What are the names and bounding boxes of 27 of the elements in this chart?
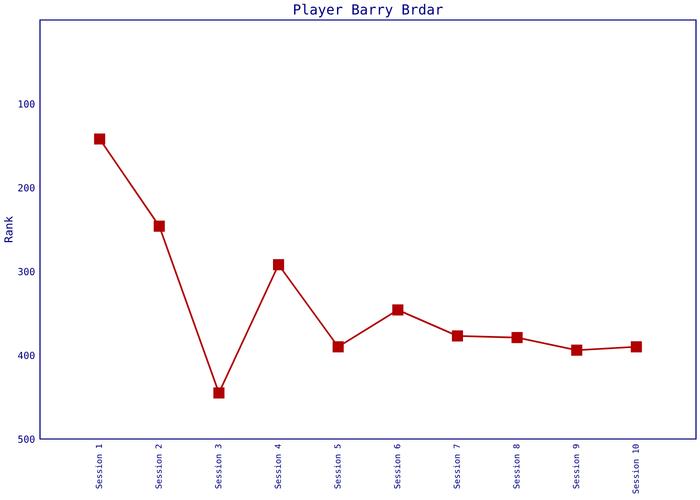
point [571, 344, 582, 356]
x-tick-label: Session 10 [632, 444, 639, 494]
point [272, 259, 284, 270]
point [630, 341, 642, 352]
x-tick-label: Session 9 [572, 444, 580, 488]
y-tick-label: 500 [18, 436, 35, 443]
point [213, 387, 224, 398]
x-tick-label: Session 1 [96, 444, 102, 488]
point [154, 220, 165, 232]
point [332, 341, 344, 352]
chart-title: Player Barry Brdar [294, 4, 443, 18]
x-tick-label: Session 4 [274, 444, 281, 488]
y-tick-label: 200 [18, 184, 35, 192]
x-tick-label: Session 3 [214, 444, 222, 488]
x-tick-label: Session 8 [513, 444, 520, 488]
point [392, 304, 404, 316]
x-tick-label: Session 7 [453, 444, 460, 488]
y-tick-label: 400 [18, 352, 35, 360]
x-tick-label: Session 2 [155, 444, 162, 488]
y-tick-label: 100 [18, 100, 35, 108]
x-tick-label: Session 5 [334, 444, 341, 488]
point [452, 330, 464, 342]
x-tick-label: Session 6 [394, 444, 400, 488]
point [512, 332, 523, 344]
point [94, 133, 106, 145]
y-tick-label: 300 [18, 268, 35, 276]
y-axis-title: Rank [4, 216, 13, 242]
